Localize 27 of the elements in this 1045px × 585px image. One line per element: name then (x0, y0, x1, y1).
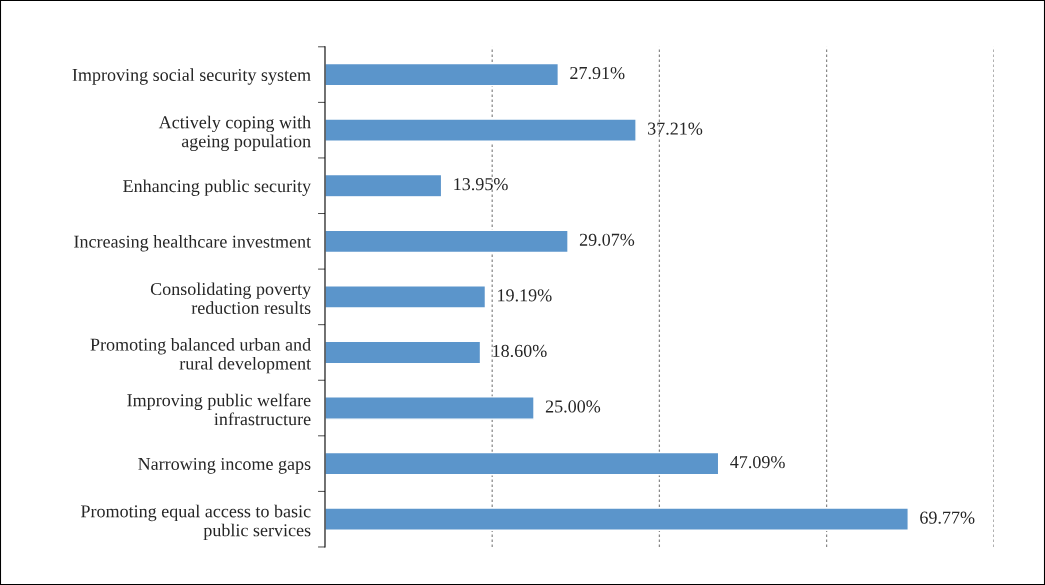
data-label: 37.21% (648, 122, 703, 135)
data-label: 18.60% (493, 344, 547, 358)
bar (324, 507, 909, 531)
bar (324, 62, 560, 87)
bar (324, 285, 487, 309)
bar (324, 340, 482, 365)
y-tick-label: Increasing healthcare investment (74, 235, 311, 252)
y-tick-label: Promoting balanced urban and rural development (90, 337, 311, 374)
data-label: 69.77% (920, 511, 975, 524)
bar (324, 173, 443, 198)
y-tick-label: Improving public welfare infrastructure (127, 393, 311, 426)
y-tick-label: Actively coping with ageing population (158, 115, 311, 152)
data-label: 29.07% (579, 233, 635, 246)
y-tick-label: Narrowing income gaps (138, 457, 311, 474)
data-label: 27.91% (570, 66, 625, 80)
data-label: 47.09% (730, 455, 785, 469)
y-tick-label: Improving social security system (72, 68, 311, 85)
bar (324, 229, 569, 254)
y-tick-label: Enhancing public security (123, 179, 312, 196)
bar (324, 118, 637, 142)
data-label: 19.19% (498, 289, 552, 302)
y-tick-label: Consolidating poverty reduction results (150, 282, 312, 315)
data-label: 13.95% (454, 178, 508, 191)
y-tick-label: Promoting equal access to basic public services (80, 504, 311, 541)
data-label: 25.00% (545, 400, 601, 413)
bar (324, 451, 720, 476)
bar (324, 396, 535, 420)
